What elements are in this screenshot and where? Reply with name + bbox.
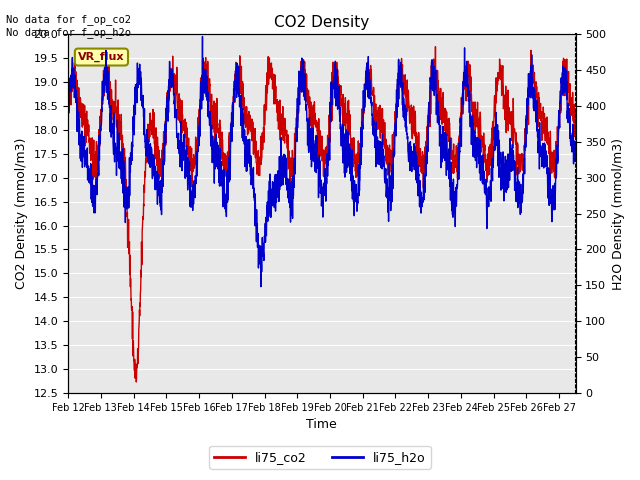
Line: li75_h2o: li75_h2o xyxy=(68,36,592,287)
li75_h2o xyxy=(116,162,124,168)
li75_h2o xyxy=(257,284,265,289)
li75_co2 xyxy=(431,44,439,49)
Y-axis label: H2O Density (mmol/m3): H2O Density (mmol/m3) xyxy=(612,138,625,289)
Text: No data for f_op_co2
No data for f_op_h2o: No data for f_op_co2 No data for f_op_h2… xyxy=(6,14,131,38)
li75_co2 xyxy=(64,112,72,118)
li75_co2 xyxy=(518,156,525,161)
li75_co2 xyxy=(116,134,124,140)
li75_h2o xyxy=(362,82,369,88)
li75_co2 xyxy=(588,115,596,120)
li75_h2o xyxy=(198,34,206,39)
X-axis label: Time: Time xyxy=(307,419,337,432)
li75_h2o xyxy=(488,171,496,177)
li75_co2 xyxy=(132,379,140,385)
li75_co2 xyxy=(581,167,589,173)
li75_h2o xyxy=(581,208,589,214)
li75_co2 xyxy=(362,87,369,93)
Legend: li75_co2, li75_h2o: li75_co2, li75_h2o xyxy=(209,446,431,469)
Text: VR_flux: VR_flux xyxy=(78,52,125,62)
li75_co2 xyxy=(230,99,237,105)
li75_h2o xyxy=(588,114,596,120)
Title: CO2 Density: CO2 Density xyxy=(274,15,369,30)
li75_co2 xyxy=(488,157,496,163)
li75_h2o xyxy=(230,86,237,92)
li75_h2o xyxy=(518,190,525,195)
Y-axis label: CO2 Density (mmol/m3): CO2 Density (mmol/m3) xyxy=(15,138,28,289)
Line: li75_co2: li75_co2 xyxy=(68,47,592,382)
li75_h2o xyxy=(64,98,72,104)
